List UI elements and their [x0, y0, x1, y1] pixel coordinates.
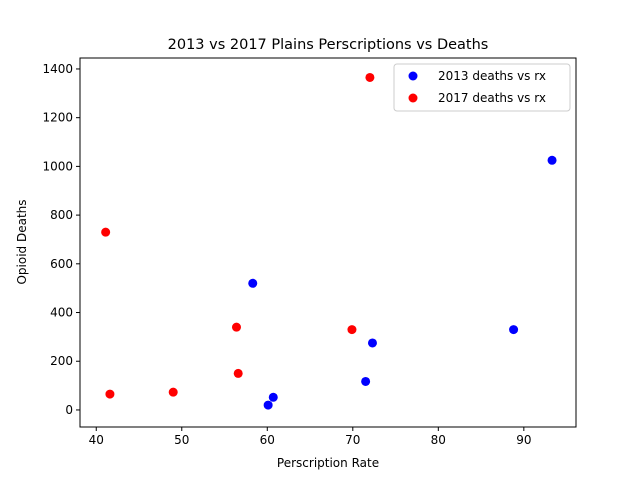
legend-marker-2017: [408, 93, 418, 103]
x-tick-label: 40: [89, 433, 104, 447]
scatter-point-2017: [105, 389, 115, 399]
scatter-point-2013: [268, 392, 278, 402]
chart-title: 2013 vs 2017 Plains Perscriptions vs Dea…: [168, 37, 489, 53]
scatter-point-2013: [248, 278, 258, 288]
y-tick-label: 600: [50, 257, 73, 271]
scatter-point-2013: [263, 400, 273, 410]
x-tick-label: 80: [431, 433, 446, 447]
scatter-point-2013: [361, 376, 371, 386]
y-tick-label: 800: [50, 208, 73, 222]
y-tick-label: 200: [50, 354, 73, 368]
legend-label-2017: 2017 deaths vs rx: [438, 91, 546, 105]
scatter-point-2017: [101, 227, 111, 237]
legend-marker-2013: [408, 71, 418, 81]
scatter-point-2013: [547, 155, 557, 165]
x-tick-label: 90: [516, 433, 531, 447]
legend-label-2013: 2013 deaths vs rx: [438, 69, 546, 83]
scatter-point-2017: [168, 387, 178, 397]
plot-area: 40 50 60 70 80 90 0 200 400 600 800 1000 1200 1400: [42, 57, 577, 447]
y-tick-label: 0: [65, 403, 73, 417]
scatter-point-2013: [367, 338, 377, 348]
y-axis-label: Opioid Deaths: [15, 199, 29, 284]
y-tick-label: 1400: [42, 62, 73, 76]
x-axis-label: Perscription Rate: [277, 456, 379, 470]
legend: 2013 deaths vs rx 2017 deaths vs rx: [393, 63, 571, 112]
axes-frame: [79, 57, 577, 428]
x-tick-label: 70: [345, 433, 360, 447]
scatter-point-2017: [365, 72, 375, 82]
scatter-point-2017: [233, 368, 243, 378]
y-tick-label: 1200: [42, 111, 73, 125]
y-tick-label: 400: [50, 306, 73, 320]
scatter-point-2017: [347, 325, 357, 335]
data-points: [101, 72, 557, 410]
axis-ticks: 40 50 60 70 80 90 0 200 400 600 800 1000 1200 1400: [42, 62, 531, 447]
scatter-point-2013: [509, 325, 519, 335]
legend-box: [393, 63, 571, 112]
scatter-point-2017: [231, 322, 241, 332]
y-tick-label: 1000: [42, 159, 73, 173]
x-tick-label: 60: [260, 433, 275, 447]
x-tick-label: 50: [174, 433, 189, 447]
